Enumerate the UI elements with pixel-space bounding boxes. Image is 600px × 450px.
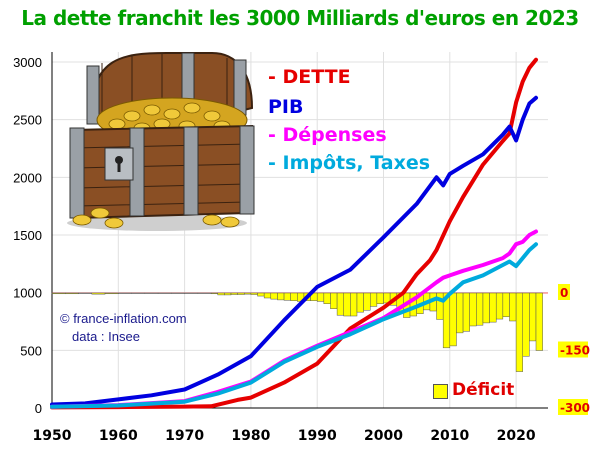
y2-tick-label: 0 (560, 286, 568, 300)
deficit-bar (449, 292, 457, 347)
deficit-bar (244, 292, 252, 295)
deficit-legend-swatch (433, 384, 448, 399)
credit-line-2: data : Insee (72, 329, 140, 344)
legend-depenses: - Dépenses (268, 124, 387, 146)
deficit-bar (104, 292, 119, 295)
series-line-pib (50, 95, 538, 407)
deficit-bar (118, 292, 132, 294)
deficit-bar (65, 292, 79, 295)
deficit-bar (184, 292, 199, 294)
x-tick-label: 1950 (33, 428, 72, 444)
y2-tick-label: -150 (560, 344, 590, 358)
deficit-bar (250, 292, 258, 295)
deficit-bar (350, 292, 358, 317)
deficit-bar (224, 292, 232, 296)
x-tick-label: 2020 (497, 428, 536, 444)
deficit-bar (495, 292, 504, 320)
deficit-bar (369, 292, 378, 307)
y2-tick-bg (558, 341, 588, 358)
deficit-bar (456, 292, 464, 334)
y2-tick-label: -300 (560, 401, 590, 415)
x-tick-label: 1970 (165, 428, 204, 444)
deficit-bar (144, 292, 159, 294)
deficit-bar (356, 292, 364, 313)
deficit-bar (283, 292, 291, 301)
x-tick-label: 1990 (298, 428, 337, 444)
y-tick-label: 1000 (13, 286, 42, 301)
deficit-bar (270, 292, 278, 300)
deficit-bar (376, 292, 384, 304)
legend-impots: - Impôts, Taxes (268, 152, 431, 174)
deficit-legend-label: Déficit (452, 380, 515, 400)
x-tick-label: 1960 (99, 428, 138, 444)
deficit-bar (529, 292, 537, 342)
deficit-bar (217, 292, 225, 296)
deficit-bar (330, 292, 338, 309)
deficit-bar (263, 292, 272, 299)
deficit-bar (509, 292, 517, 322)
deficit-bar (157, 292, 172, 294)
y-tick-label: 2500 (13, 113, 42, 128)
y-axis-ticks: 0 500 1000 1500 2000 2500 3000 (13, 55, 42, 416)
y2-tick-bg (558, 284, 570, 300)
deficit-bar (210, 292, 219, 295)
deficit-bar (78, 292, 93, 294)
deficit-bars (51, 292, 543, 372)
deficit-bar (197, 292, 212, 294)
y-tick-label: 3000 (13, 55, 42, 70)
deficit-bar (502, 292, 510, 318)
deficit-bar (257, 292, 265, 297)
deficit-bar (171, 292, 185, 294)
y2-tick-bg (558, 399, 588, 415)
legend-pib: PIB (268, 96, 304, 118)
chart-title: La dette franchit les 3000 Milliards d'e… (21, 6, 579, 30)
x-tick-label: 2010 (430, 428, 469, 444)
deficit-bar (522, 292, 530, 357)
deficit-bar (515, 292, 523, 372)
y2-axis-ticks: 0 -150 -300 (558, 284, 590, 415)
deficit-bar (489, 292, 497, 323)
y-tick-label: 500 (20, 343, 42, 358)
series-line-imptstaxes (50, 242, 538, 409)
deficit-bar (469, 292, 477, 327)
deficit-bar (237, 292, 245, 295)
deficit-bar (363, 292, 371, 311)
y-tick-label: 1500 (13, 228, 42, 243)
deficit-bar (290, 292, 298, 301)
x-tick-label: 1980 (231, 428, 270, 444)
x-axis-ticks: 1950 1960 1970 1980 1990 2000 2010 2020 (33, 428, 536, 444)
deficit-bar (51, 292, 66, 295)
credit-line-1: © france-inflation.com (60, 311, 187, 326)
deficit-bar (535, 292, 543, 351)
deficit-bar (91, 292, 106, 295)
deficit-bar (323, 292, 331, 304)
y-tick-label: 2000 (13, 170, 42, 185)
deficit-bar (462, 292, 470, 332)
deficit-bar (316, 292, 325, 302)
x-tick-label: 2000 (364, 428, 403, 444)
deficit-bar (476, 292, 484, 326)
deficit-bar (230, 292, 238, 295)
deficit-bar (277, 292, 285, 301)
series-line-dette (50, 57, 538, 410)
legend-dette: - DETTE (268, 66, 351, 88)
series-lines (50, 57, 538, 410)
deficit-bar (336, 292, 344, 316)
deficit-bar (343, 292, 351, 317)
deficit-bar (131, 292, 146, 294)
treasure-chest-icon (67, 52, 255, 231)
y-tick-label: 0 (35, 401, 42, 416)
deficit-bar (482, 292, 490, 324)
